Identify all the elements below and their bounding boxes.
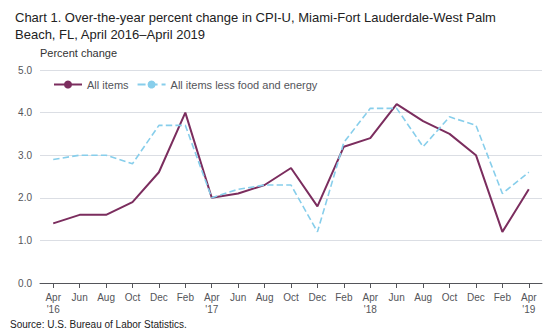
svg-text:All items: All items xyxy=(87,79,129,91)
svg-text:2.0: 2.0 xyxy=(18,192,32,203)
svg-text:Apr: Apr xyxy=(45,292,61,303)
svg-text:Source: U.S. Bureau of Labor S: Source: U.S. Bureau of Labor Statistics. xyxy=(10,319,187,330)
svg-text:'19: '19 xyxy=(522,304,535,315)
svg-text:Feb: Feb xyxy=(494,292,512,303)
svg-text:Apr: Apr xyxy=(362,292,378,303)
svg-text:Feb: Feb xyxy=(335,292,353,303)
svg-text:Oct: Oct xyxy=(442,292,458,303)
svg-text:Oct: Oct xyxy=(283,292,299,303)
svg-text:Aug: Aug xyxy=(414,292,432,303)
svg-text:Aug: Aug xyxy=(256,292,274,303)
svg-text:'16: '16 xyxy=(47,304,60,315)
svg-text:Apr: Apr xyxy=(204,292,220,303)
svg-text:Apr: Apr xyxy=(521,292,537,303)
svg-text:All items less food and energy: All items less food and energy xyxy=(171,79,318,91)
svg-text:'18: '18 xyxy=(364,304,377,315)
svg-text:Dec: Dec xyxy=(309,292,327,303)
svg-text:Chart 1. Over-the-year percent: Chart 1. Over-the-year percent change in… xyxy=(15,10,496,25)
svg-text:Jun: Jun xyxy=(230,292,246,303)
svg-text:Jun: Jun xyxy=(389,292,405,303)
svg-text:Feb: Feb xyxy=(177,292,195,303)
svg-text:0.0: 0.0 xyxy=(18,278,32,289)
svg-text:Aug: Aug xyxy=(97,292,115,303)
svg-text:Oct: Oct xyxy=(125,292,141,303)
svg-text:3.0: 3.0 xyxy=(18,150,32,161)
svg-text:4.0: 4.0 xyxy=(18,107,32,118)
svg-text:Dec: Dec xyxy=(150,292,168,303)
svg-text:Jun: Jun xyxy=(72,292,88,303)
svg-text:1.0: 1.0 xyxy=(18,235,32,246)
svg-text:'17: '17 xyxy=(205,304,218,315)
svg-text:Dec: Dec xyxy=(467,292,485,303)
svg-text:Percent change: Percent change xyxy=(40,47,117,59)
svg-text:5.0: 5.0 xyxy=(18,65,32,76)
svg-text:Beach, FL, April 2016–April 20: Beach, FL, April 2016–April 2019 xyxy=(15,27,205,42)
